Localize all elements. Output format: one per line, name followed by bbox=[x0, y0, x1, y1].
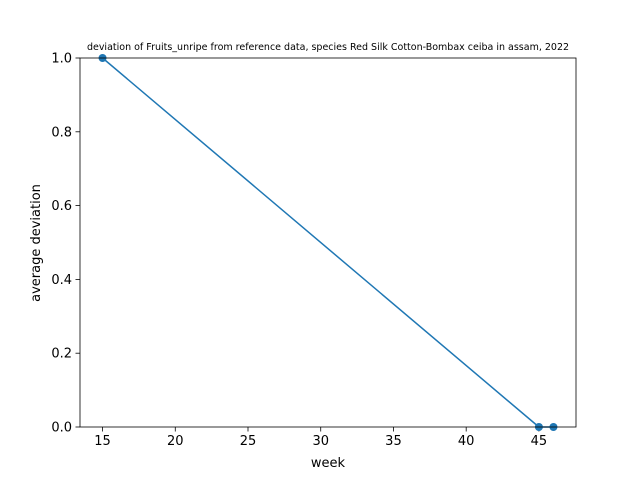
x-tick-label: 30 bbox=[312, 434, 329, 449]
plot-area: 15 20 25 30 35 40 45 0.0 0.2 0.4 0.6 0.8 1.0 bbox=[51, 52, 577, 449]
x-tick-label: 40 bbox=[458, 434, 475, 449]
x-tick-label: 35 bbox=[385, 434, 402, 449]
axes-frame bbox=[79, 57, 577, 428]
x-tick-label: 25 bbox=[240, 434, 257, 449]
x-tick-label: 45 bbox=[531, 434, 548, 449]
x-tick-label: 20 bbox=[167, 434, 184, 449]
x-axis-label: week bbox=[311, 456, 346, 471]
y-tick-label: 0.6 bbox=[51, 199, 72, 214]
y-tick-label: 1.0 bbox=[51, 52, 72, 67]
x-tick-label: 15 bbox=[94, 434, 111, 449]
y-axis-label: average deviation bbox=[29, 184, 44, 302]
chart-title: deviation of Fruits_unripe from referenc… bbox=[87, 42, 569, 53]
y-tick-label: 0.2 bbox=[51, 347, 72, 362]
y-tick-label: 0.0 bbox=[51, 421, 72, 436]
y-tick-label: 0.4 bbox=[51, 273, 72, 288]
y-tick-label: 0.8 bbox=[51, 125, 72, 140]
